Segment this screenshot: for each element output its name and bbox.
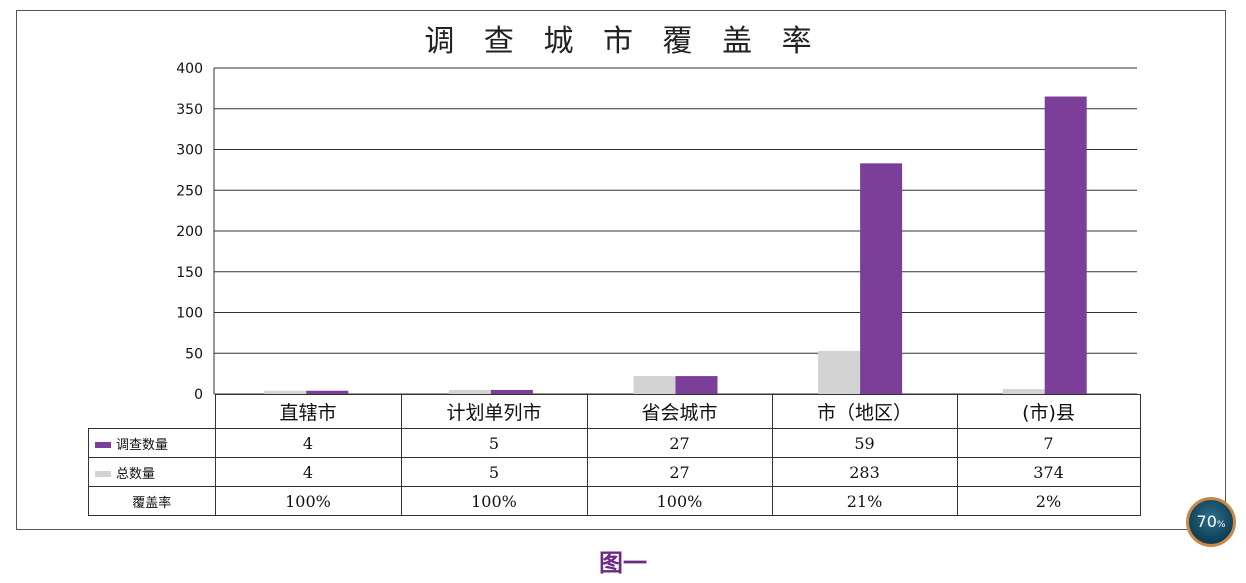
- bar-purple: [1044, 96, 1087, 395]
- badge-value: 70: [1196, 512, 1217, 531]
- bar-purple: [675, 376, 718, 394]
- category-label: 省会城市: [586, 394, 773, 429]
- bar-gray: [818, 350, 861, 394]
- y-tick-label: 100: [176, 306, 203, 322]
- table-row: 覆盖率 100% 100% 100% 21% 2%: [88, 486, 1141, 516]
- table-cell: 7: [956, 428, 1141, 458]
- figure-caption: 图一: [599, 549, 647, 577]
- category-label: 直辖市: [214, 394, 402, 429]
- category-label: 计划单列市: [400, 394, 588, 429]
- y-tick-label: 350: [176, 102, 203, 118]
- row-label: 调查数量: [88, 428, 216, 458]
- table-cell: 374: [956, 457, 1141, 487]
- progress-badge[interactable]: 70%: [1186, 497, 1236, 547]
- y-tick-label: 150: [176, 265, 203, 281]
- legend-swatch-gray: [95, 471, 111, 477]
- table-cell: 100%: [586, 486, 773, 516]
- table-row: 调查数量 4 5 27 59 7: [88, 428, 1141, 458]
- table-cell: 5: [400, 457, 588, 487]
- y-tick-label: 300: [176, 143, 203, 159]
- table-cell: 283: [771, 457, 958, 487]
- y-tick-label: 250: [176, 183, 203, 199]
- row-label-text: 覆盖率: [132, 495, 172, 511]
- y-tick-label: 200: [176, 224, 203, 240]
- table-cell: 4: [214, 457, 402, 487]
- y-tick-label: 400: [176, 61, 203, 77]
- bar-purple: [306, 390, 349, 394]
- table-cell: 100%: [214, 486, 402, 516]
- legend-swatch-purple: [95, 442, 111, 448]
- table-cell: 59: [771, 428, 958, 458]
- table-cell: 2%: [956, 486, 1141, 516]
- chart-title: 调 查 城 市 覆 盖 率: [424, 24, 822, 59]
- table-row: 总数量 4 5 27 283 374: [88, 457, 1141, 487]
- bar-gray: [264, 390, 307, 394]
- table-cell: 100%: [400, 486, 588, 516]
- row-label: 覆盖率: [88, 486, 216, 516]
- row-label: 总数量: [88, 457, 216, 487]
- category-label: (市)县: [956, 394, 1141, 429]
- bar-purple: [490, 389, 533, 394]
- row-label-text: 调查数量: [116, 437, 169, 453]
- bar-gray: [1002, 389, 1045, 394]
- table-cell: 5: [400, 428, 588, 458]
- bar-purple: [860, 163, 903, 394]
- bar-gray: [448, 389, 491, 394]
- badge-unit: %: [1216, 520, 1226, 530]
- table-cell: 27: [586, 457, 773, 487]
- table-cell: 4: [214, 428, 402, 458]
- bar-gray: [633, 376, 676, 394]
- table-cell: 27: [586, 428, 773, 458]
- y-tick-label: 50: [185, 346, 203, 362]
- category-label: 市（地区）: [771, 394, 958, 429]
- table-corner: [88, 394, 216, 429]
- row-label-text: 总数量: [116, 466, 156, 482]
- table-cell: 21%: [771, 486, 958, 516]
- data-table: 直辖市 计划单列市 省会城市 市（地区） (市)县 调查数量 4 5 27 59…: [88, 394, 1141, 516]
- table-header-row: 直辖市 计划单列市 省会城市 市（地区） (市)县: [88, 394, 1141, 429]
